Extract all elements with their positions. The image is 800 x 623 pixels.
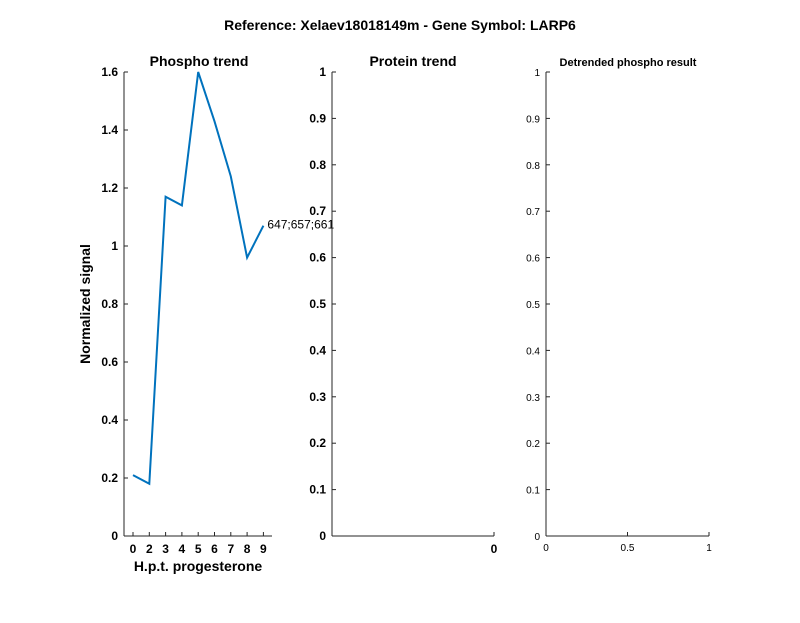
phospho-x-label: H.p.t. progesterone xyxy=(134,558,263,574)
phospho-x-tick-label: 5 xyxy=(195,542,202,556)
detrended-y-tick-label: 0.6 xyxy=(526,254,540,265)
protein-trend-panel: Protein trend 00.10.20.30.40.50.60.70.80… xyxy=(309,53,497,556)
phospho-x-tick-label: 7 xyxy=(227,542,234,556)
phospho-x-tick-label: 2 xyxy=(146,542,153,556)
detrended-y-tick-label: 0 xyxy=(534,532,540,543)
phospho-y-tick-label: 0 xyxy=(111,529,118,543)
detrended-y-tick-label: 0.4 xyxy=(526,346,540,357)
phospho-y-tick-label: 1.2 xyxy=(101,181,118,195)
detrended-x-tick-label: 0 xyxy=(543,543,549,554)
protein-y-tick-label: 0.1 xyxy=(309,483,326,497)
protein-y-tick-label: 0.9 xyxy=(309,111,326,125)
phospho-y-tick-label: 0.2 xyxy=(101,471,118,485)
detrended-x-ticks: 0 0.5 1 xyxy=(543,532,712,554)
phospho-x-tick-label: 4 xyxy=(179,542,186,556)
phospho-y-tick-label: 1.4 xyxy=(101,123,118,137)
protein-y-tick-label: 1 xyxy=(319,65,326,79)
phospho-point-annotation: 647;657;661 xyxy=(267,218,334,232)
phospho-y-tick-label: 1 xyxy=(111,239,118,253)
protein-y-tick-label: 0.2 xyxy=(309,436,326,450)
protein-x-tick-label: 0 xyxy=(491,542,498,556)
phospho-y-tick-label: 0.8 xyxy=(101,297,118,311)
protein-y-tick-label: 0 xyxy=(319,529,326,543)
phospho-y-ticks: 0 0.2 0.4 0.6 0.8 1 1.2 1.4 1.6 xyxy=(101,65,128,543)
phospho-series-line xyxy=(132,71,265,486)
detrended-y-tick-label: 0.1 xyxy=(526,486,540,497)
detrended-panel: Detrended phospho result 0 0.1 0.2 0.3 0.4 0.… xyxy=(526,57,712,554)
detrended-title: Detrended phospho result xyxy=(560,57,697,69)
detrended-y-tick-label: 0.5 xyxy=(526,300,540,311)
detrended-y-tick-label: 1 xyxy=(534,68,540,79)
phospho-y-tick-label: 1.6 xyxy=(101,65,118,79)
detrended-x-tick-label: 1 xyxy=(706,543,712,554)
phospho-x-tick-label: 8 xyxy=(244,542,251,556)
detrended-y-tick-label: 0.8 xyxy=(526,161,540,172)
protein-y-tick-label: 0.8 xyxy=(309,158,326,172)
phospho-y-tick-label: 0.4 xyxy=(101,413,118,427)
detrended-x-tick-label: 0.5 xyxy=(621,543,635,554)
detrended-y-tick-label: 0.7 xyxy=(526,207,540,218)
phospho-x-tick-label: 9 xyxy=(260,542,267,556)
phospho-y-label: Normalized signal xyxy=(77,244,93,364)
protein-y-tick-label: 0.5 xyxy=(309,297,326,311)
phospho-x-tick-label: 0 xyxy=(130,542,137,556)
protein-y-tick-label: 0.7 xyxy=(309,204,326,218)
protein-y-tick-label: 0.3 xyxy=(309,390,326,404)
detrended-y-tick-label: 0.9 xyxy=(526,114,540,125)
detrended-y-tick-label: 0.3 xyxy=(526,393,540,404)
figure-suptitle: Reference: Xelaev18018149m - Gene Symbol… xyxy=(224,17,576,33)
detrended-y-ticks: 0 0.1 0.2 0.3 0.4 0.5 0.6 0.7 0.8 0.9 1 xyxy=(526,68,550,543)
phospho-x-tick-label: 6 xyxy=(211,542,218,556)
protein-x-ticks: 0 xyxy=(491,532,498,556)
phospho-y-tick-label: 0.6 xyxy=(101,355,118,369)
detrended-y-tick-label: 0.2 xyxy=(526,439,540,450)
protein-y-tick-label: 0.6 xyxy=(309,251,326,265)
protein-y-tick-label: 0.4 xyxy=(309,343,326,357)
phospho-x-tick-label: 3 xyxy=(162,542,169,556)
protein-trend-title: Protein trend xyxy=(369,53,456,69)
phospho-trend-title: Phospho trend xyxy=(150,53,249,69)
protein-y-ticks: 0 0.1 0.2 0.3 0.4 0.5 0.6 0.7 0.8 0.9 1 xyxy=(309,65,336,543)
